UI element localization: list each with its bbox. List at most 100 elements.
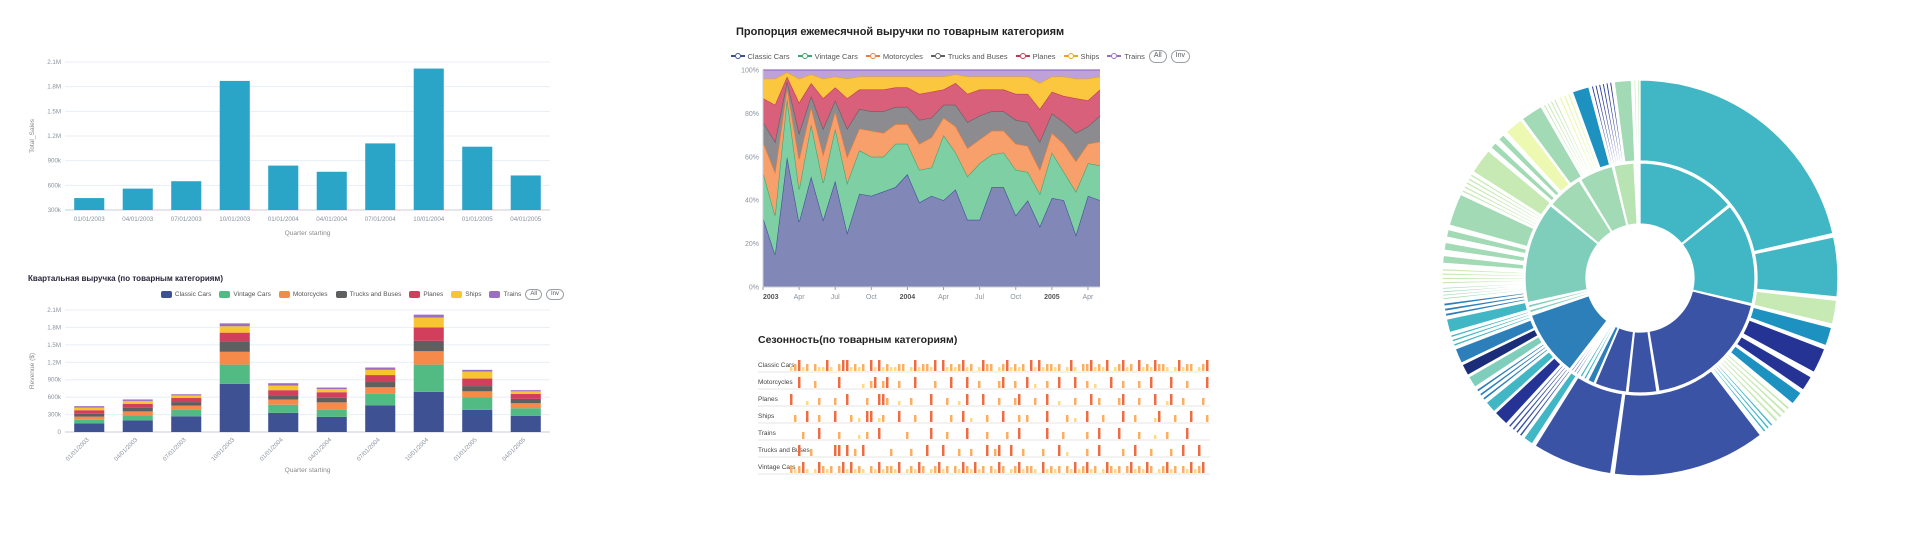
sunburst-segment[interactable] (1442, 288, 1525, 301)
sunburst-segment[interactable] (1542, 103, 1585, 177)
sunburst-segment[interactable] (1464, 180, 1539, 224)
legend-item-trucks-and-buses[interactable]: Trucks and Buses (930, 52, 1008, 61)
sunburst-segment[interactable] (1475, 343, 1546, 394)
sunburst-segment[interactable] (1460, 188, 1537, 229)
sunburst-segment[interactable] (1637, 162, 1641, 225)
sunburst-segment[interactable] (1716, 363, 1775, 428)
legend-invert-button[interactable]: Inv (1170, 50, 1190, 63)
sunburst-segment[interactable] (1522, 371, 1578, 445)
sunburst-segment[interactable] (1441, 254, 1525, 270)
sunburst-segment[interactable] (1613, 79, 1636, 163)
sunburst-segment[interactable] (1489, 141, 1556, 202)
legend-item-planes[interactable]: Planes (1015, 52, 1056, 61)
sunburst-segment[interactable] (1454, 319, 1536, 365)
sunburst-segment[interactable] (1534, 376, 1624, 475)
sunburst-segment[interactable] (1521, 105, 1583, 185)
sunburst-segment[interactable] (1639, 162, 1730, 245)
sunburst-segment[interactable] (1753, 236, 1839, 298)
sunburst-segment[interactable] (1527, 289, 1589, 309)
sunburst-segment[interactable] (1545, 101, 1587, 176)
sunburst-segment[interactable] (1594, 83, 1616, 165)
quarterly-revenue-canvas[interactable]: 0 300k 600k 900k 1.2M 1.5M 1.8M 2.1M 01/01/2003 0… (25, 302, 570, 507)
sunburst-segment[interactable] (1549, 99, 1589, 175)
legend-item-vintage-cars[interactable]: Vintage Cars (797, 52, 858, 61)
sunburst-segment[interactable] (1467, 335, 1544, 389)
legend-item-trains[interactable]: Trains (1107, 52, 1145, 61)
sunburst-segment[interactable] (1636, 79, 1641, 162)
sunburst-segment[interactable] (1481, 347, 1549, 402)
legend-item-vintage-cars[interactable]: Vintage Cars (219, 291, 271, 298)
sunburst-segment[interactable] (1445, 301, 1529, 334)
sunburst-segment[interactable] (1448, 193, 1535, 248)
sunburst-segment[interactable] (1478, 345, 1548, 398)
sunburst-segment[interactable] (1726, 353, 1791, 411)
quarterly-sales-canvas[interactable]: 300k 600k 900k 1.2M 1.5M 1.8M 2.1M 01/01/2003 04… (25, 50, 570, 250)
sunburst-segment[interactable] (1514, 368, 1569, 435)
sunburst-segment[interactable] (1639, 79, 1834, 253)
revenue-sunburst-canvas[interactable] (1440, 78, 1840, 478)
sunburst-segment[interactable] (1613, 369, 1762, 477)
sunburst-segment[interactable] (1562, 93, 1597, 172)
sunburst-segment[interactable] (1557, 95, 1595, 173)
sunburst-segment[interactable] (1530, 294, 1608, 371)
sunburst-segment[interactable] (1578, 323, 1614, 379)
sunburst-segment[interactable] (1752, 290, 1838, 326)
sunburst-segment[interactable] (1627, 330, 1658, 394)
sunburst-segment[interactable] (1586, 325, 1620, 385)
sunburst-segment[interactable] (1724, 356, 1788, 416)
sunburst-segment[interactable] (1681, 205, 1756, 305)
sunburst-segment[interactable] (1441, 272, 1524, 278)
sunburst-segment[interactable] (1462, 184, 1538, 226)
sunburst-segment[interactable] (1441, 284, 1525, 294)
legend-item-motorcycles[interactable]: Motorcycles (865, 52, 923, 61)
sunburst-segment[interactable] (1469, 172, 1542, 219)
sunburst-segment[interactable] (1441, 286, 1525, 297)
legend-item-classic-cars[interactable]: Classic Cars (160, 291, 211, 298)
sunburst-segment[interactable] (1579, 165, 1628, 233)
sunburst-segment[interactable] (1552, 98, 1592, 174)
sunburst-segment[interactable] (1571, 85, 1611, 169)
sunburst-segment[interactable] (1467, 176, 1541, 221)
legend-item-ships[interactable]: Ships (1063, 52, 1099, 61)
sunburst-segment[interactable] (1601, 82, 1620, 164)
sunburst-segment[interactable] (1648, 290, 1753, 393)
legend-all-button[interactable]: All (525, 289, 542, 300)
sunburst-segment[interactable] (1445, 228, 1528, 255)
legend-all-button[interactable]: All (1148, 50, 1167, 63)
seasonality-canvas[interactable]: Classic Cars Motorcycles Planes Ships Trains… (745, 352, 1220, 487)
legend-item-trucks-and-buses[interactable]: Trucks and Buses (335, 291, 401, 298)
sunburst-segment[interactable] (1550, 179, 1613, 245)
sunburst-segment[interactable] (1528, 292, 1590, 314)
sunburst-segment[interactable] (1721, 358, 1784, 420)
sunburst-segment[interactable] (1633, 79, 1639, 162)
sunburst-segment[interactable] (1497, 133, 1561, 198)
legend-item-trains[interactable]: Trains (489, 291, 521, 298)
sunburst-segment[interactable] (1605, 81, 1622, 164)
sunburst-segment[interactable] (1735, 335, 1813, 392)
sunburst-segment[interactable] (1518, 369, 1571, 438)
sunburst-segment[interactable] (1452, 316, 1532, 348)
sunburst-segment[interactable] (1443, 241, 1526, 263)
sunburst-segment[interactable] (1741, 319, 1826, 374)
sunburst-segment[interactable] (1590, 84, 1614, 166)
legend-item-ships[interactable]: Ships (451, 291, 481, 298)
sunburst-segment[interactable] (1570, 320, 1610, 373)
sunburst-segment[interactable] (1612, 162, 1638, 227)
sunburst-segment[interactable] (1444, 298, 1526, 318)
sunburst-segment[interactable] (1729, 345, 1803, 405)
sunburst-segment[interactable] (1441, 276, 1524, 281)
legend-invert-button[interactable]: Inv (545, 289, 564, 300)
sunburst-segment[interactable] (1712, 367, 1768, 434)
sunburst-segment[interactable] (1524, 204, 1599, 304)
sunburst-segment[interactable] (1507, 364, 1565, 429)
sunburst-segment[interactable] (1461, 328, 1540, 377)
legend-item-classic-cars[interactable]: Classic Cars (730, 52, 790, 61)
sunburst-segment[interactable] (1714, 365, 1771, 431)
sunburst-segment[interactable] (1441, 279, 1524, 285)
monthly-proportion-canvas[interactable]: 0% 20% 40% 60% 80% 100% 2003 Apr Jul Oct 2004 Apr Ju… (618, 65, 1222, 315)
sunburst-segment[interactable] (1441, 282, 1524, 291)
sunburst-segment[interactable] (1472, 149, 1552, 217)
sunburst-segment[interactable] (1485, 350, 1555, 413)
sunburst-segment[interactable] (1449, 310, 1530, 339)
sunburst-segment[interactable] (1597, 83, 1618, 165)
